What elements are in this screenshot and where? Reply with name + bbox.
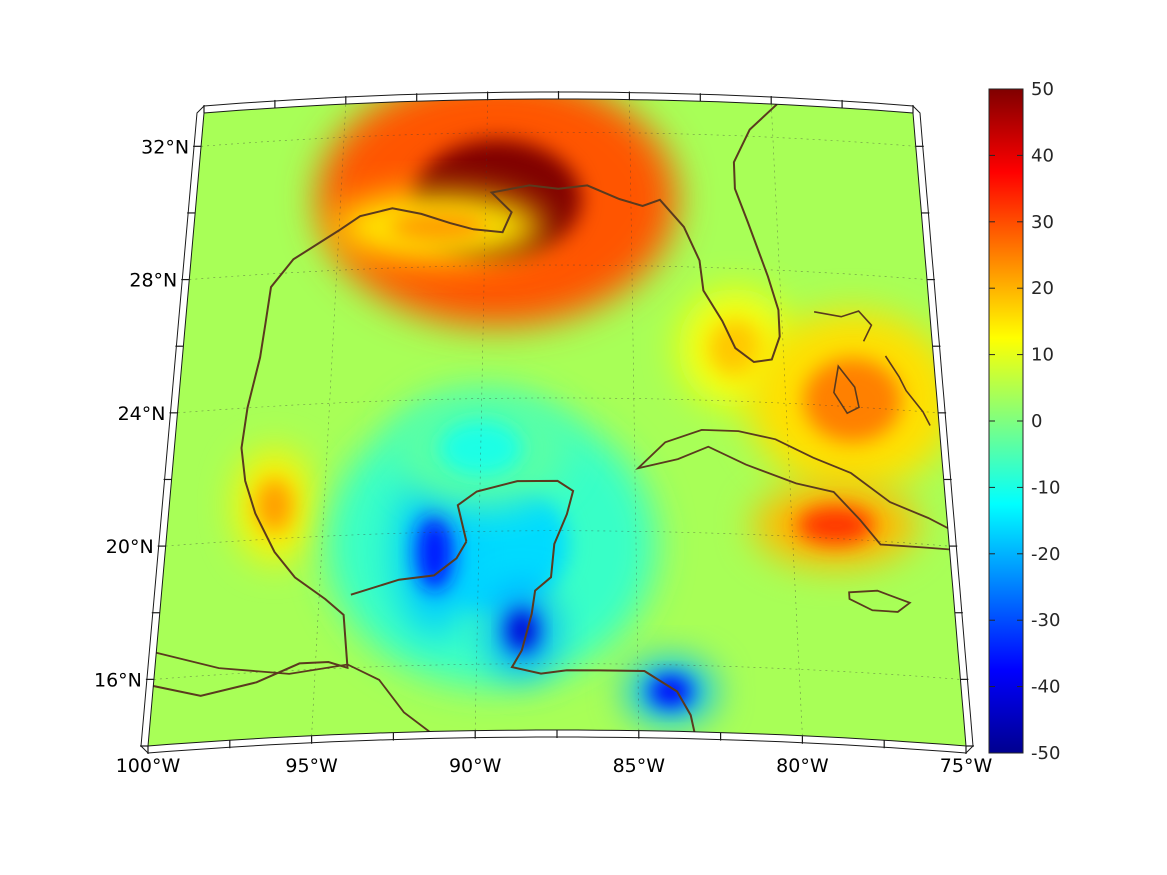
pacific-coast-line <box>156 651 430 733</box>
jamaica-outline <box>848 589 912 613</box>
lon-label-95w: 95°W <box>285 755 338 777</box>
cuba-outline <box>635 428 966 552</box>
frame-ticks <box>140 91 974 754</box>
bahamas-high <box>803 358 902 443</box>
gulf-coast-line <box>153 103 781 733</box>
colorbar-label-50: 50 <box>1031 79 1054 100</box>
campeche-low <box>416 513 453 591</box>
louisiana-coast-high <box>389 211 488 243</box>
eastern-cuba-high <box>797 505 875 545</box>
honduras-coast-low <box>649 675 692 707</box>
colorbar-label-40: 40 <box>1031 145 1054 166</box>
parallel-24n <box>177 397 939 414</box>
graticule <box>153 99 961 736</box>
lon-label-85w: 85°W <box>613 755 666 777</box>
belize-low <box>506 609 538 652</box>
lat-label-24n: 24°N <box>118 403 166 425</box>
lat-label-16n: 16°N <box>94 669 142 691</box>
map-field <box>148 99 966 746</box>
tamaulipas-high <box>256 479 293 533</box>
field-features <box>235 99 958 725</box>
lat-label-28n: 28°N <box>129 270 177 292</box>
colorbar-label-neg50: -50 <box>1031 743 1060 764</box>
lat-label-20n: 20°N <box>106 536 154 558</box>
colorbar-labels: 50 40 30 20 10 0 -10 -20 -30 -40 -50 <box>1031 79 1060 764</box>
colorbar-label-30: 30 <box>1031 212 1054 233</box>
longitude-labels: 100°W 95°W 90°W 85°W 80°W 75°W <box>116 755 993 777</box>
lon-label-75w: 75°W <box>940 755 993 777</box>
colorbar-label-neg10: -10 <box>1031 477 1060 498</box>
bahamas-eleuthera-outline <box>884 355 931 426</box>
coastlines <box>153 103 966 733</box>
colorbar-label-neg30: -30 <box>1031 610 1060 631</box>
colorbar-ticks <box>989 88 1023 754</box>
colorbar: 50 40 30 20 10 0 -10 -20 -30 -40 -50 <box>988 79 1060 764</box>
colorbar-label-20: 20 <box>1031 278 1054 299</box>
bahamas-abaco-outline <box>813 310 873 342</box>
colorbar-label-10: 10 <box>1031 345 1054 366</box>
lon-label-80w: 80°W <box>776 755 829 777</box>
bahamas-andros-outline <box>833 364 860 415</box>
map-frame <box>140 91 974 754</box>
parallel-16n <box>153 663 961 680</box>
colorbar-label-neg40: -40 <box>1031 677 1060 698</box>
colorbar-label-0: 0 <box>1031 411 1042 432</box>
lon-label-90w: 90°W <box>449 755 502 777</box>
latitude-labels: 16°N 20°N 24°N 28°N 32°N <box>94 136 189 691</box>
colorbar-label-neg20: -20 <box>1031 544 1060 565</box>
lat-label-32n: 32°N <box>141 136 189 158</box>
lon-label-100w: 100°W <box>116 755 181 777</box>
